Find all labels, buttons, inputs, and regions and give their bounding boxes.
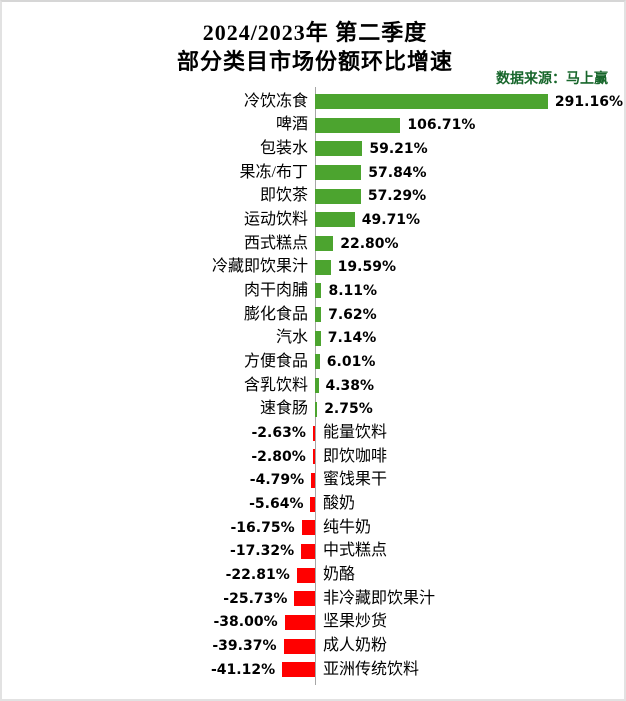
value-label: 6.01% bbox=[326, 353, 376, 370]
value-label: 49.71% bbox=[361, 211, 421, 228]
positive-bar bbox=[315, 330, 321, 346]
negative-bar bbox=[294, 591, 315, 607]
category-label: 纯牛奶 bbox=[323, 518, 372, 536]
category-label: 酸奶 bbox=[323, 495, 356, 513]
category-label: 坚果炒货 bbox=[323, 613, 388, 631]
category-label: 中式糕点 bbox=[323, 542, 388, 560]
negative-bar bbox=[312, 449, 315, 465]
positive-bar bbox=[315, 401, 318, 417]
category-label: 含乳饮料 bbox=[243, 376, 308, 394]
positive-bar bbox=[315, 165, 362, 181]
category-label: 能量饮料 bbox=[323, 424, 388, 442]
value-label: 7.62% bbox=[328, 306, 377, 323]
negative-bar bbox=[311, 472, 315, 488]
category-label: 即饮咖啡 bbox=[323, 447, 388, 465]
category-label: 亚洲传统饮料 bbox=[323, 660, 420, 678]
category-label: 汽水 bbox=[275, 329, 308, 347]
positive-bar bbox=[315, 259, 331, 275]
negative-bar bbox=[282, 662, 315, 678]
chart-title-line2: 部分类目市场份额环比增速 bbox=[176, 49, 453, 74]
value-label: -22.81% bbox=[225, 567, 290, 584]
value-label: 57.84% bbox=[368, 164, 427, 181]
value-label: 106.71% bbox=[407, 117, 476, 134]
category-label: 冷饮冻食 bbox=[243, 92, 308, 110]
negative-bar bbox=[312, 425, 315, 441]
negative-bar bbox=[301, 543, 315, 559]
value-label: -39.37% bbox=[212, 638, 277, 655]
value-label: -2.63% bbox=[251, 425, 306, 442]
positive-bar bbox=[315, 354, 320, 370]
value-label: 7.14% bbox=[327, 330, 377, 347]
value-label: 22.80% bbox=[340, 235, 399, 252]
category-label: 果冻/布丁 bbox=[239, 163, 308, 181]
value-label: -4.79% bbox=[249, 472, 305, 489]
category-label: 运动饮料 bbox=[243, 210, 308, 228]
category-label: 冷藏即饮果汁 bbox=[211, 258, 308, 276]
category-label: 膨化食品 bbox=[243, 305, 308, 323]
value-label: -16.75% bbox=[230, 519, 295, 536]
value-label: 19.59% bbox=[337, 259, 396, 276]
positive-bar bbox=[315, 94, 548, 109]
value-label: 57.29% bbox=[367, 188, 427, 205]
category-label: 奶酪 bbox=[323, 566, 356, 584]
negative-bar bbox=[284, 614, 315, 630]
chart-title-line1: 2024/2023年 第二季度 bbox=[202, 20, 428, 45]
value-label: 4.38% bbox=[325, 377, 375, 394]
negative-bar bbox=[301, 520, 315, 536]
positive-bar bbox=[315, 117, 401, 133]
value-label: -17.32% bbox=[230, 543, 295, 560]
value-label: 59.21% bbox=[369, 140, 428, 157]
category-label: 速食肠 bbox=[259, 400, 308, 418]
category-label: 啤酒 bbox=[275, 116, 308, 134]
category-label: 即饮茶 bbox=[259, 187, 308, 205]
category-label: 非冷藏即饮果汁 bbox=[323, 589, 436, 607]
data-source-credit: 数据来源：马上赢 bbox=[496, 72, 608, 87]
negative-bar bbox=[283, 638, 315, 654]
value-label: -38.00% bbox=[213, 614, 278, 631]
value-label: -25.73% bbox=[223, 590, 288, 607]
category-label: 蜜饯果干 bbox=[323, 471, 388, 489]
value-label: -5.64% bbox=[249, 496, 304, 513]
category-label: 方便食品 bbox=[243, 352, 308, 370]
negative-bar bbox=[296, 567, 315, 583]
positive-bar bbox=[315, 307, 322, 323]
category-label: 成人奶粉 bbox=[323, 637, 388, 655]
category-label: 西式糕点 bbox=[243, 234, 308, 252]
positive-bar bbox=[315, 283, 322, 299]
value-label: 291.16% bbox=[554, 93, 623, 110]
value-label: -2.80% bbox=[251, 448, 306, 465]
category-label: 包装水 bbox=[259, 139, 308, 157]
value-label: 8.11% bbox=[328, 282, 378, 299]
positive-bar bbox=[315, 212, 355, 228]
positive-bar bbox=[315, 188, 361, 204]
positive-bar bbox=[315, 141, 363, 157]
value-label: -41.12% bbox=[210, 661, 276, 678]
category-label: 肉干肉脯 bbox=[243, 281, 308, 299]
negative-bar bbox=[310, 496, 315, 512]
positive-bar bbox=[315, 378, 319, 394]
positive-bar bbox=[315, 236, 334, 252]
value-label: 2.75% bbox=[324, 401, 373, 418]
